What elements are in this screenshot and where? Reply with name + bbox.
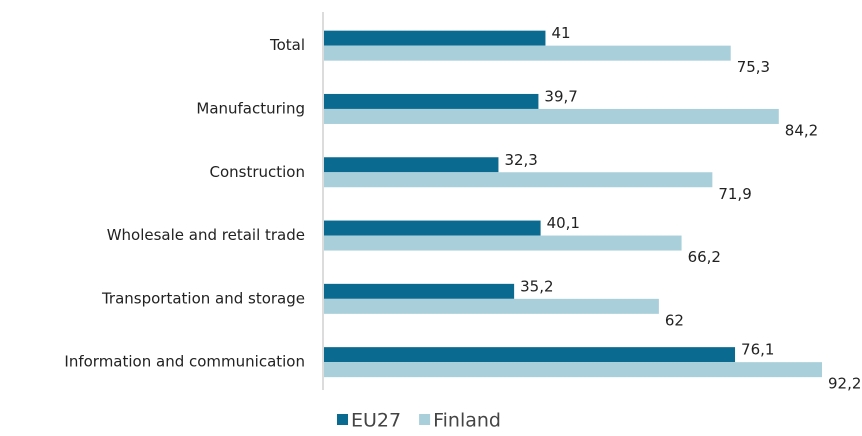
bar [324,45,731,61]
category-label: Wholesale and retail trade [107,226,305,244]
value-label: 62 [665,311,684,329]
category-label: Total [269,36,305,54]
value-label: 66,2 [688,248,721,266]
legend-label: Finland [433,410,501,432]
legend-swatch [337,414,348,425]
bar [324,157,499,173]
bar [324,108,779,124]
value-label: 84,2 [785,121,818,139]
category-label: Manufacturing [196,99,305,117]
value-label: 41 [551,24,570,42]
bar [324,220,541,236]
value-label: 76,1 [741,341,774,359]
bar [324,298,659,314]
bar [324,347,736,363]
legend-label: EU27 [351,410,401,432]
category-label: Transportation and storage [101,289,305,307]
value-label: 40,1 [547,214,580,232]
category-label: Construction [209,163,305,181]
value-label: 32,3 [504,151,537,169]
bar [324,30,546,46]
bar [324,283,515,299]
bar [324,235,682,251]
value-label: 71,9 [718,185,751,203]
value-label: 75,3 [737,58,770,76]
value-label: 92,2 [828,375,861,393]
value-label: 39,7 [544,87,577,105]
legend-swatch [419,414,431,425]
bar [324,93,539,109]
bar [324,362,822,378]
bar [324,172,713,188]
value-label: 35,2 [520,277,553,295]
category-label: Information and communication [64,353,305,371]
